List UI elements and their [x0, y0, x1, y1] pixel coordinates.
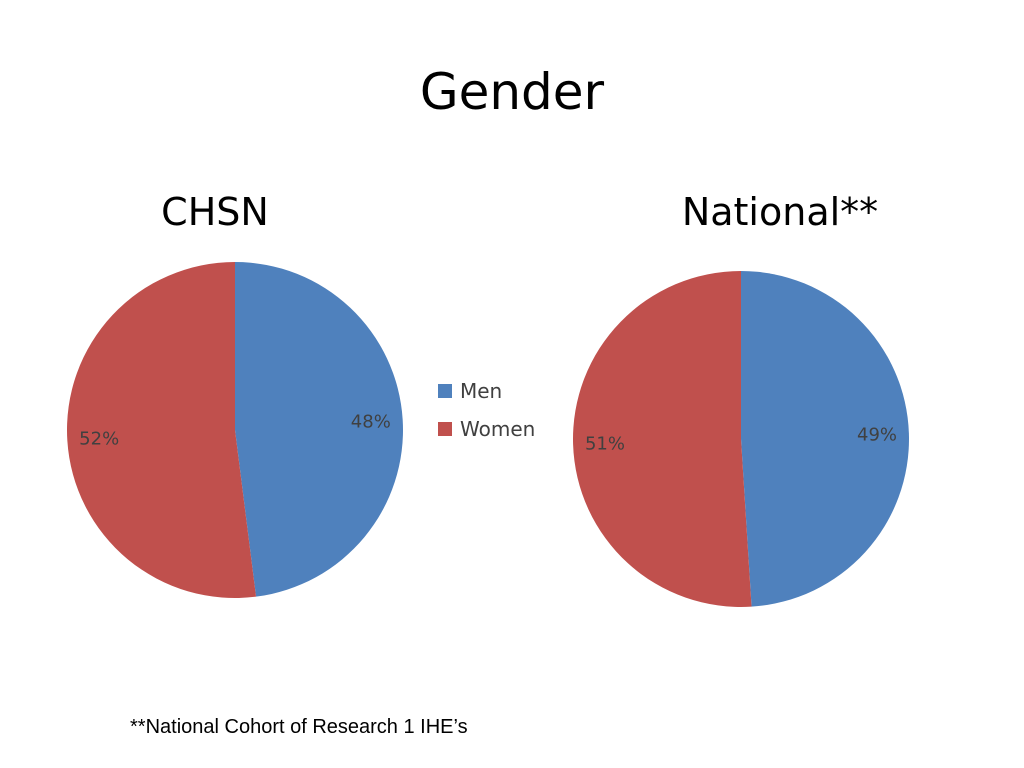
legend-item-men: Men — [438, 372, 535, 410]
pie-national-slice-women — [572, 271, 752, 607]
legend-item-women: Women — [438, 410, 535, 448]
pie-national-slice-men — [741, 271, 909, 607]
national-chart-title: National** — [681, 190, 879, 234]
legend-swatch-women — [438, 422, 452, 436]
chsn-pie-chart: 48% 52% — [67, 262, 403, 598]
chsn-chart-title: CHSN — [161, 190, 269, 234]
pie-chsn-slice-women — [67, 262, 257, 598]
pie-national-label-men: 49% — [857, 425, 897, 446]
legend-swatch-men — [438, 384, 452, 398]
pie-chsn-label-men: 48% — [351, 411, 391, 432]
legend-label-women: Women — [460, 417, 536, 441]
slide-title: Gender — [419, 63, 605, 121]
legend-label-men: Men — [460, 379, 503, 403]
pie-national-label-women: 51% — [585, 433, 625, 454]
footnote: **National Cohort of Research 1 IHE’s — [130, 716, 468, 738]
chart-legend: Men Women — [438, 372, 535, 448]
national-pie-chart: 49% 51% — [572, 271, 909, 607]
pie-chsn-slice-men — [235, 262, 403, 597]
pie-chsn-label-women: 52% — [79, 429, 119, 450]
